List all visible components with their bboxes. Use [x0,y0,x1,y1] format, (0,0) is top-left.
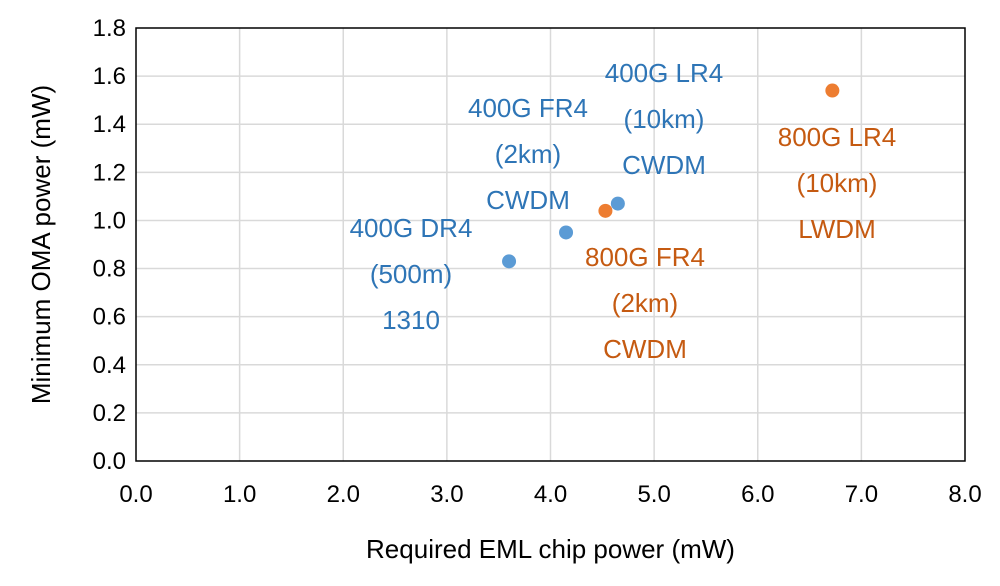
y-tick-label: 1.6 [93,63,126,90]
point-label-line: 400G FR4 [468,93,588,123]
point-label-line: (2km) [495,139,561,169]
y-tick-label: 0.6 [93,304,126,331]
data-point [825,83,840,98]
point-label-line: (10km) [797,168,878,198]
point-label-line: CWDM [486,185,570,215]
y-tick-label: 0.4 [93,352,126,379]
point-label-line: 800G FR4 [585,242,705,272]
point-label: 800G FR4 (2km) CWDM [585,242,705,364]
x-tick-label: 3.0 [430,481,463,508]
point-label: 800G LR4 (10km) LWDM [778,122,897,244]
data-point [502,254,517,269]
point-label-line: 400G LR4 [605,58,724,88]
y-tick-label: 0.8 [93,256,126,283]
point-label-line: (10km) [624,104,705,134]
point-label-line: (2km) [612,288,678,318]
y-tick-label: 0.0 [93,448,126,475]
point-label-line: 1310 [382,305,440,335]
point-label: 400G LR4 (10km) CWDM [605,58,724,180]
x-tick-label: 4.0 [534,481,567,508]
point-label: 400G DR4 (500m) 1310 [350,213,473,335]
x-tick-label: 6.0 [741,481,774,508]
x-tick-label: 1.0 [223,481,256,508]
x-tick-label: 7.0 [845,481,878,508]
x-axis-ticks: 0.0 1.0 2.0 3.0 4.0 5.0 6.0 7.0 8.0 [119,481,981,508]
x-tick-label: 0.0 [119,481,152,508]
x-tick-label: 2.0 [327,481,360,508]
y-tick-label: 1.4 [93,111,126,138]
point-label-line: 400G DR4 [350,213,473,243]
point-label-line: CWDM [622,150,706,180]
y-tick-label: 1.0 [93,207,126,234]
data-point [559,225,574,240]
y-tick-label: 1.2 [93,159,126,186]
grid-lines [136,28,965,461]
x-axis-title: Required EML chip power (mW) [366,534,735,564]
data-points [502,83,840,269]
point-label: 400G FR4 (2km) CWDM [468,93,588,215]
point-label-line: LWDM [798,214,876,244]
point-label-line: 800G LR4 [778,122,897,152]
point-label-line: CWDM [603,334,687,364]
plot-area-frame [135,27,966,462]
point-label-line: (500m) [370,259,452,289]
x-tick-label: 5.0 [637,481,670,508]
y-axis-title: Minimum OMA power (mW) [26,85,56,404]
data-point [610,196,625,211]
data-point [598,203,613,218]
y-axis-ticks: 0.0 0.2 0.4 0.6 0.8 1.0 1.2 1.4 1.6 1.8 [93,15,126,475]
y-tick-label: 1.8 [93,15,126,42]
y-tick-label: 0.2 [93,400,126,427]
x-tick-label: 8.0 [948,481,981,508]
